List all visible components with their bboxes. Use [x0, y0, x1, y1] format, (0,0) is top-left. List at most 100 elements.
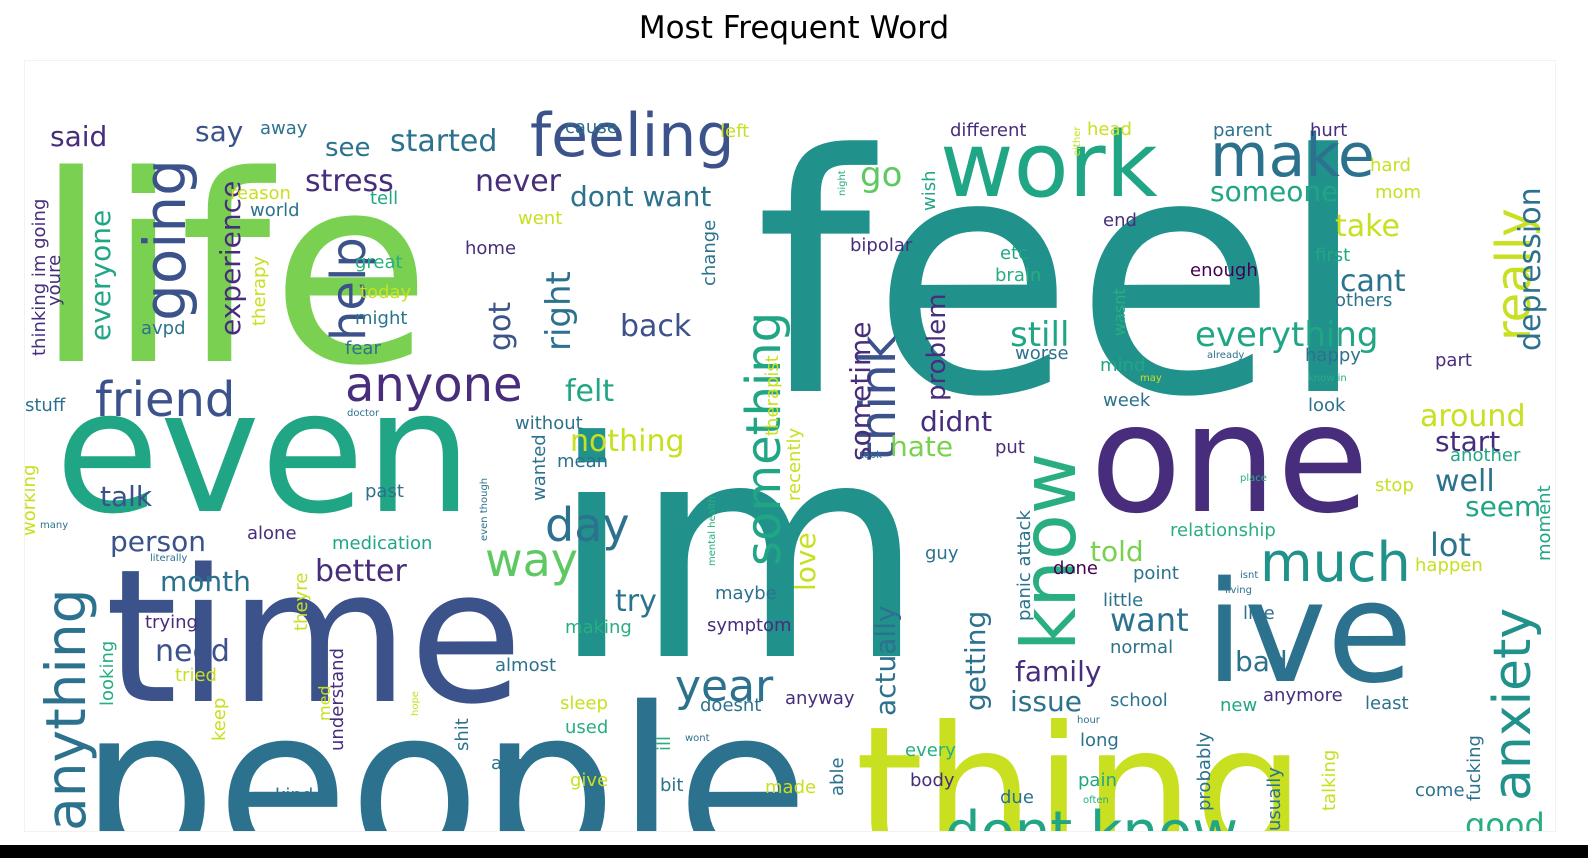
word-brain: brain: [995, 265, 1041, 286]
word-stop: stop: [1375, 475, 1414, 496]
word-day: day: [545, 498, 630, 552]
word-issue: issue: [1010, 685, 1082, 718]
word-left: left: [720, 121, 749, 142]
word-avpd: avpd: [141, 318, 186, 339]
word-parent: parent: [1213, 120, 1272, 141]
word-either: either: [1072, 126, 1083, 156]
word-tell: tell: [370, 188, 398, 209]
word-experience: experience: [214, 181, 247, 336]
word-first: first: [1315, 245, 1350, 266]
bottom-border: [0, 845, 1588, 858]
word-point: point: [1133, 563, 1179, 584]
word-hurt: hurt: [1310, 120, 1347, 141]
word-good: good: [1465, 806, 1545, 831]
word-today: today: [360, 282, 412, 303]
word-theyre: theyre: [291, 573, 312, 631]
word-life: life: [35, 121, 431, 423]
word-body: body: [910, 770, 955, 791]
word-symptom: symptom: [707, 615, 792, 636]
word-almost: almost: [495, 655, 556, 676]
word-mom: mom: [1375, 182, 1421, 203]
word-started: started: [390, 124, 497, 159]
word-may: may: [1140, 373, 1162, 384]
word-medication: medication: [332, 533, 432, 554]
word-done: done: [1053, 558, 1098, 579]
word-feel: feel: [755, 85, 1369, 469]
word-back: back: [620, 309, 692, 344]
word-great: great: [355, 252, 403, 273]
word-others: others: [1335, 290, 1392, 311]
word-reason: reason: [230, 183, 291, 204]
word-make: make: [1210, 121, 1375, 191]
word-someone: someone: [1210, 175, 1338, 208]
word-least: least: [1365, 693, 1409, 714]
word-making: making: [565, 617, 632, 638]
word-literally: literally: [150, 553, 187, 564]
word-hard: hard: [1370, 155, 1411, 176]
chart-title: Most Frequent Word: [638, 10, 950, 46]
word-due: due: [1000, 787, 1034, 808]
word-going: going: [131, 159, 199, 321]
word-without: without: [515, 413, 583, 434]
word-tried: tried: [175, 665, 217, 686]
word-start: start: [1435, 425, 1500, 458]
word-got: got: [483, 302, 518, 351]
word-long: long: [1080, 730, 1119, 751]
word-etc: etc: [1000, 243, 1028, 264]
word-working: working: [25, 465, 40, 536]
word-normal: normal: [1110, 637, 1173, 658]
word-fucking: fucking: [1464, 735, 1485, 801]
word-talking: talking: [1319, 750, 1340, 811]
word-getting: getting: [959, 611, 992, 711]
word-month: month: [160, 565, 251, 598]
word-sleep: sleep: [560, 693, 608, 714]
word-night: night: [837, 170, 848, 196]
word-relationship: relationship: [1170, 520, 1276, 541]
word-im: im: [550, 378, 926, 727]
word-cloud: feel im life people time even thing one ive work k…: [24, 60, 1556, 832]
word-pain: pain: [1078, 770, 1117, 791]
word-people: people: [80, 661, 809, 831]
word-know: know: [1005, 453, 1093, 651]
word-stress: stress: [305, 164, 394, 199]
word-often: often: [1083, 795, 1109, 806]
word-home: home: [465, 238, 516, 259]
word-took: took: [860, 450, 882, 461]
word-give: give: [570, 770, 608, 791]
word-bipolar: bipolar: [850, 235, 913, 256]
word-part: part: [1435, 350, 1472, 371]
word-take: take: [1335, 209, 1400, 244]
word-much: much: [1260, 531, 1411, 594]
word-trying: trying: [145, 612, 198, 633]
word-therapist: therapist: [762, 355, 783, 436]
word-put: put: [995, 437, 1025, 458]
word-sometime: sometime: [844, 322, 877, 461]
word-bad: bad: [1235, 645, 1288, 678]
word-way: way: [485, 533, 578, 587]
word-wont: wont: [685, 733, 710, 744]
word-always: always: [800, 830, 917, 831]
word-really: really: [1486, 208, 1542, 341]
word-ask: ask: [491, 753, 522, 774]
word-mind: mind: [1100, 355, 1145, 376]
word-something: something: [736, 312, 792, 566]
word-around: around: [1420, 399, 1525, 434]
word-try: try: [615, 584, 657, 619]
word-know-in: know in: [1308, 373, 1347, 384]
word-right: right: [539, 271, 579, 351]
word-look: look: [1308, 395, 1346, 416]
word-anyone: anyone: [345, 357, 523, 413]
word-week: week: [1103, 390, 1151, 411]
word-thought: thought: [540, 828, 721, 831]
word-nothing: nothing: [570, 424, 685, 459]
word-maybe: maybe: [715, 583, 777, 604]
word-even-though: even though: [479, 478, 490, 541]
word-hate: hate: [890, 430, 953, 463]
word-even: even: [55, 354, 473, 552]
word-stuff: stuff: [25, 395, 66, 416]
word-kind: kind: [275, 785, 313, 806]
word-used: used: [565, 717, 608, 738]
word-actually: actually: [869, 605, 902, 716]
word-bit: bit: [660, 775, 683, 796]
